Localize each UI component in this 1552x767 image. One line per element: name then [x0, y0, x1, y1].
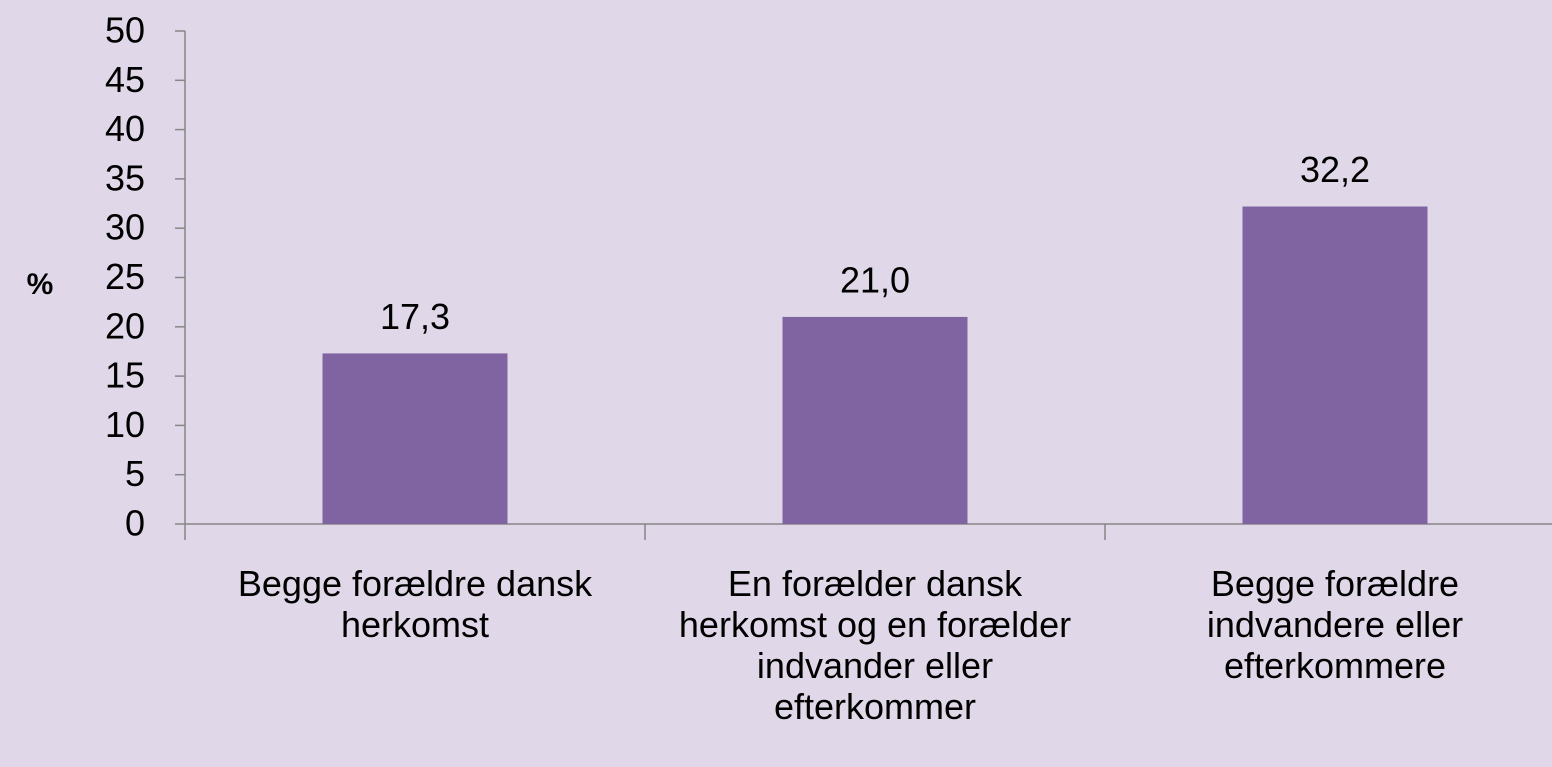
value-label: 21,0	[840, 259, 910, 300]
x-tick-label: Begge forældre indvandere eller efterkom…	[1206, 563, 1464, 686]
y-tick-label: 10	[105, 404, 145, 445]
bar	[782, 316, 968, 524]
bar	[1242, 206, 1428, 524]
y-tick-label: 50	[105, 10, 145, 51]
y-tick-label: 30	[105, 207, 145, 248]
value-label: 17,3	[380, 296, 450, 337]
bar	[322, 353, 508, 524]
y-axis-label: %	[27, 268, 54, 301]
y-tick-label: 20	[105, 305, 145, 346]
y-tick-label: 40	[105, 108, 145, 149]
value-label: 32,2	[1300, 149, 1370, 190]
x-tick-label: En forælder dansk herkomst og en forælde…	[678, 563, 1072, 727]
y-tick-label: 25	[105, 256, 145, 297]
y-tick-label: 35	[105, 157, 145, 198]
y-tick-label: 5	[125, 453, 145, 494]
y-tick-label: 0	[125, 503, 145, 544]
x-tick-label: Begge forældre dansk herkomst	[237, 563, 593, 645]
y-tick-label: 15	[105, 355, 145, 396]
y-tick-label: 45	[105, 59, 145, 100]
